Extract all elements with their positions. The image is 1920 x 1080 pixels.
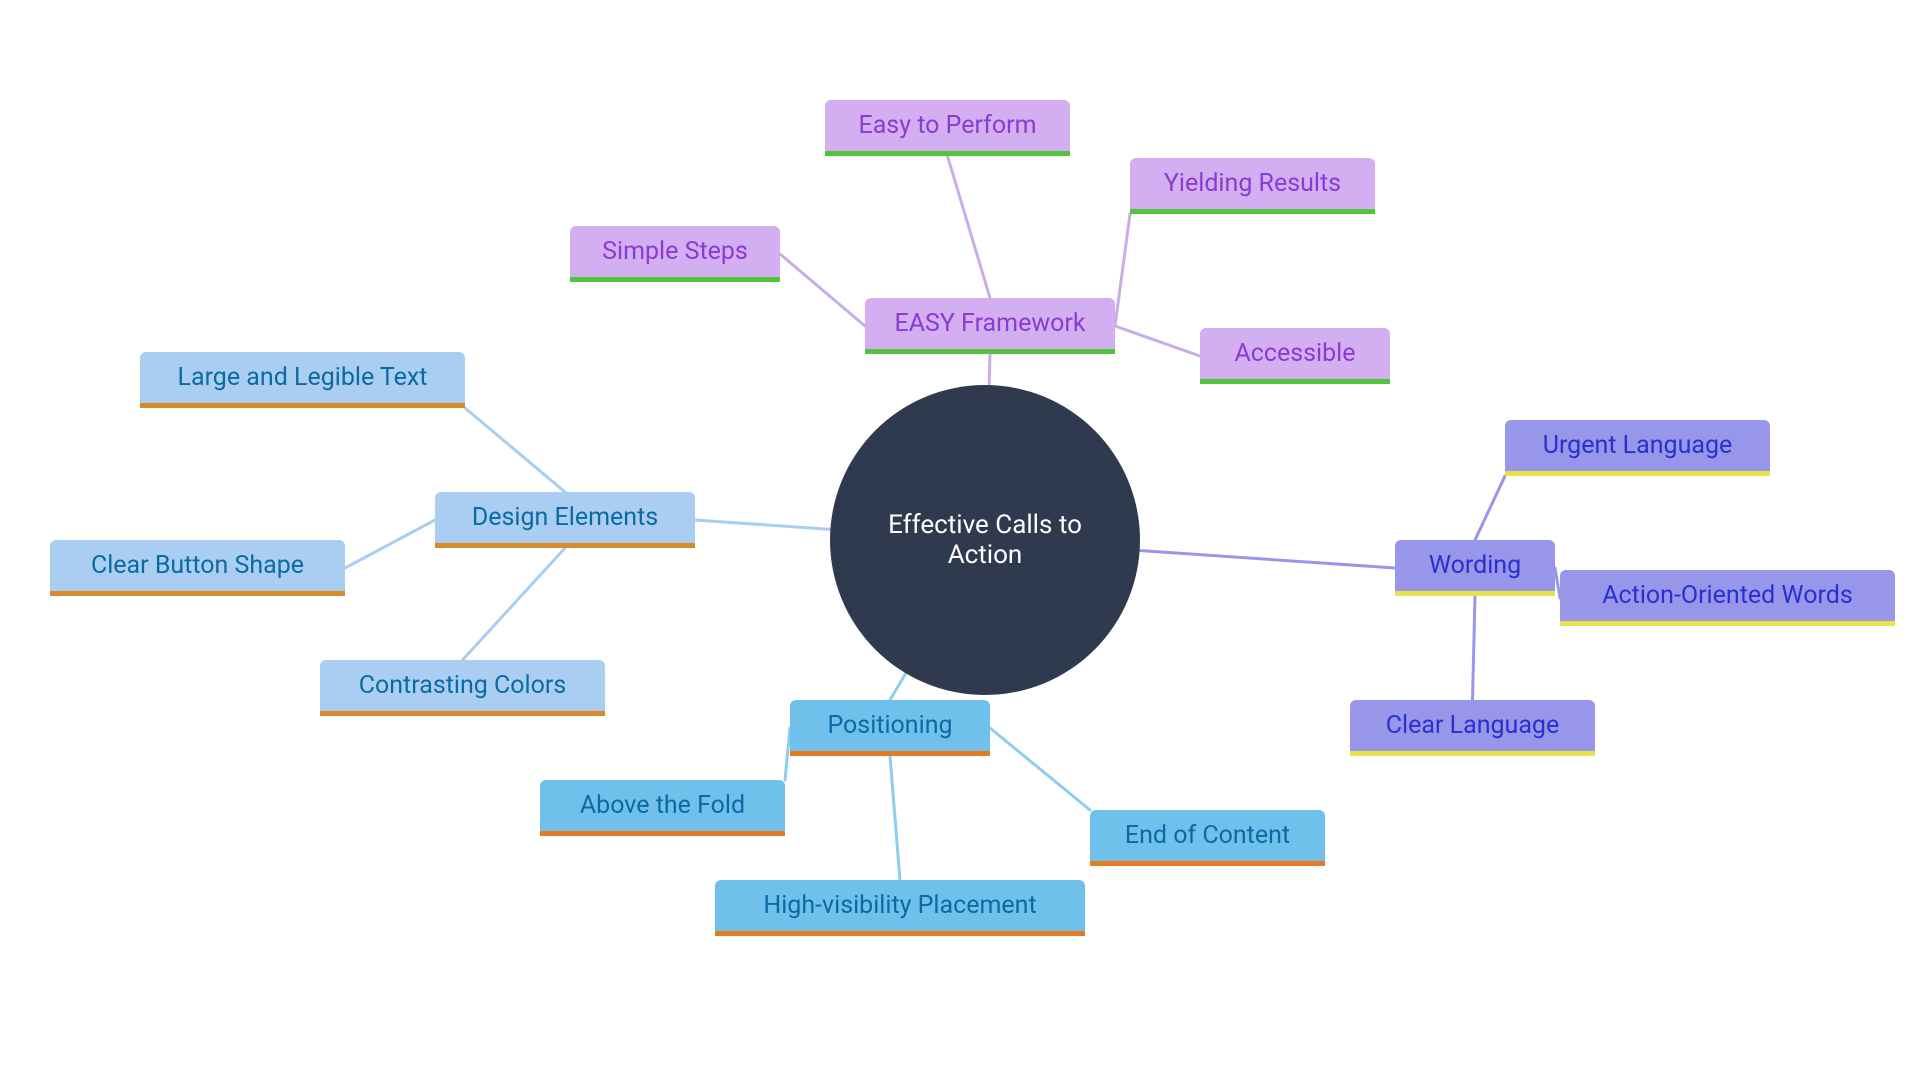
leaf-wording-0: Urgent Language [1505,420,1770,476]
center-node: Effective Calls to Action [830,385,1140,695]
leaf-design-2: Contrasting Colors [320,660,605,716]
branch-easy: EASY Framework [865,298,1115,354]
leaf-positioning-2: End of Content [1090,810,1325,866]
leaf-easy-0: Simple Steps [570,226,780,282]
leaf-design-1: Clear Button Shape [50,540,345,596]
leaf-positioning-1: High-visibility Placement [715,880,1085,936]
leaf-wording-1: Action-Oriented Words [1560,570,1895,626]
branch-positioning: Positioning [790,700,990,756]
mindmap-canvas: Effective Calls to Action EASY Framework S… [0,0,1920,1080]
leaf-positioning-0: Above the Fold [540,780,785,836]
leaf-wording-2: Clear Language [1350,700,1595,756]
leaf-design-0: Large and Legible Text [140,352,465,408]
branch-wording: Wording [1395,540,1555,596]
leaf-easy-3: Accessible [1200,328,1390,384]
leaf-easy-2: Yielding Results [1130,158,1375,214]
leaf-easy-1: Easy to Perform [825,100,1070,156]
branch-design: Design Elements [435,492,695,548]
